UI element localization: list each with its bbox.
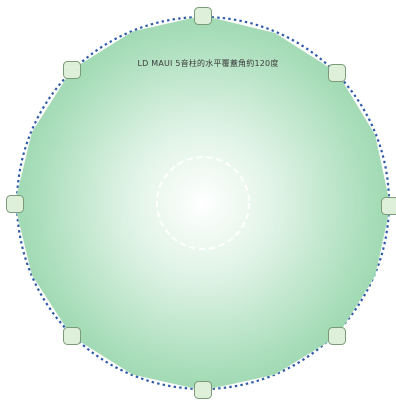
speaker-west: [6, 195, 24, 213]
diagram-caption: LD MAUI 5音柱的水平覆蓋角約120度: [137, 58, 278, 68]
speakers: [6, 7, 396, 399]
center-zone-ring: [156, 156, 250, 250]
speaker-southeast: [328, 327, 346, 345]
speaker-northwest: [63, 61, 81, 79]
speaker-east: [381, 197, 396, 215]
speaker-north: [194, 7, 212, 25]
speaker-south: [194, 381, 212, 399]
speaker-southwest: [63, 327, 81, 345]
speaker-northeast: [328, 64, 346, 82]
